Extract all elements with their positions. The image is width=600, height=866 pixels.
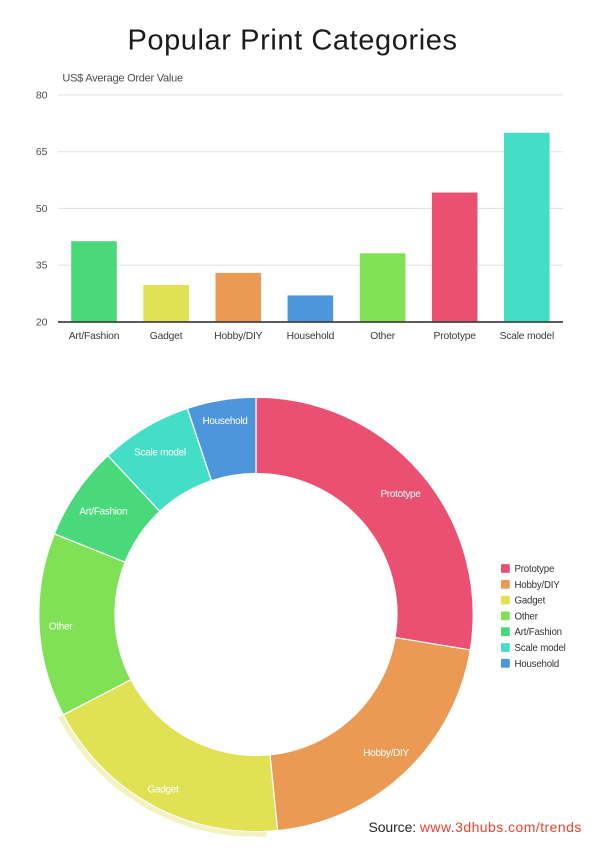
svg-text:Source: www.3dhubs.com/trends: Source: www.3dhubs.com/trends (369, 819, 582, 835)
svg-text:Scale model: Scale model (515, 643, 566, 654)
svg-text:50: 50 (36, 203, 48, 215)
svg-text:Art/Fashion: Art/Fashion (515, 627, 562, 638)
svg-text:Gadget: Gadget (150, 331, 183, 342)
svg-text:Prototype: Prototype (380, 489, 421, 500)
svg-text:Other: Other (370, 331, 396, 342)
svg-text:Popular Print Categories: Popular Print Categories (127, 24, 457, 56)
svg-text:Other: Other (49, 622, 73, 633)
svg-text:20: 20 (36, 316, 48, 328)
svg-text:65: 65 (36, 146, 48, 158)
svg-text:80: 80 (36, 90, 48, 102)
svg-text:Other: Other (515, 611, 539, 622)
svg-text:Prototype: Prototype (434, 331, 477, 342)
svg-text:Household: Household (202, 416, 247, 427)
svg-text:US$ Average Order Value: US$ Average Order Value (62, 72, 183, 84)
svg-text:Prototype: Prototype (515, 564, 555, 575)
svg-text:35: 35 (36, 260, 48, 272)
svg-text:Gadget: Gadget (515, 596, 546, 607)
svg-text:Art/Fashion: Art/Fashion (79, 507, 127, 518)
svg-text:Household: Household (515, 659, 560, 670)
svg-text:Hobby/DIY: Hobby/DIY (363, 748, 409, 759)
svg-text:Scale model: Scale model (134, 448, 186, 459)
svg-text:Art/Fashion: Art/Fashion (69, 331, 120, 342)
svg-text:Scale model: Scale model (500, 331, 554, 342)
svg-text:Household: Household (287, 331, 335, 342)
svg-text:Hobby/DIY: Hobby/DIY (515, 580, 561, 591)
svg-text:Hobby/DIY: Hobby/DIY (214, 331, 262, 342)
svg-text:Gadget: Gadget (147, 785, 179, 796)
